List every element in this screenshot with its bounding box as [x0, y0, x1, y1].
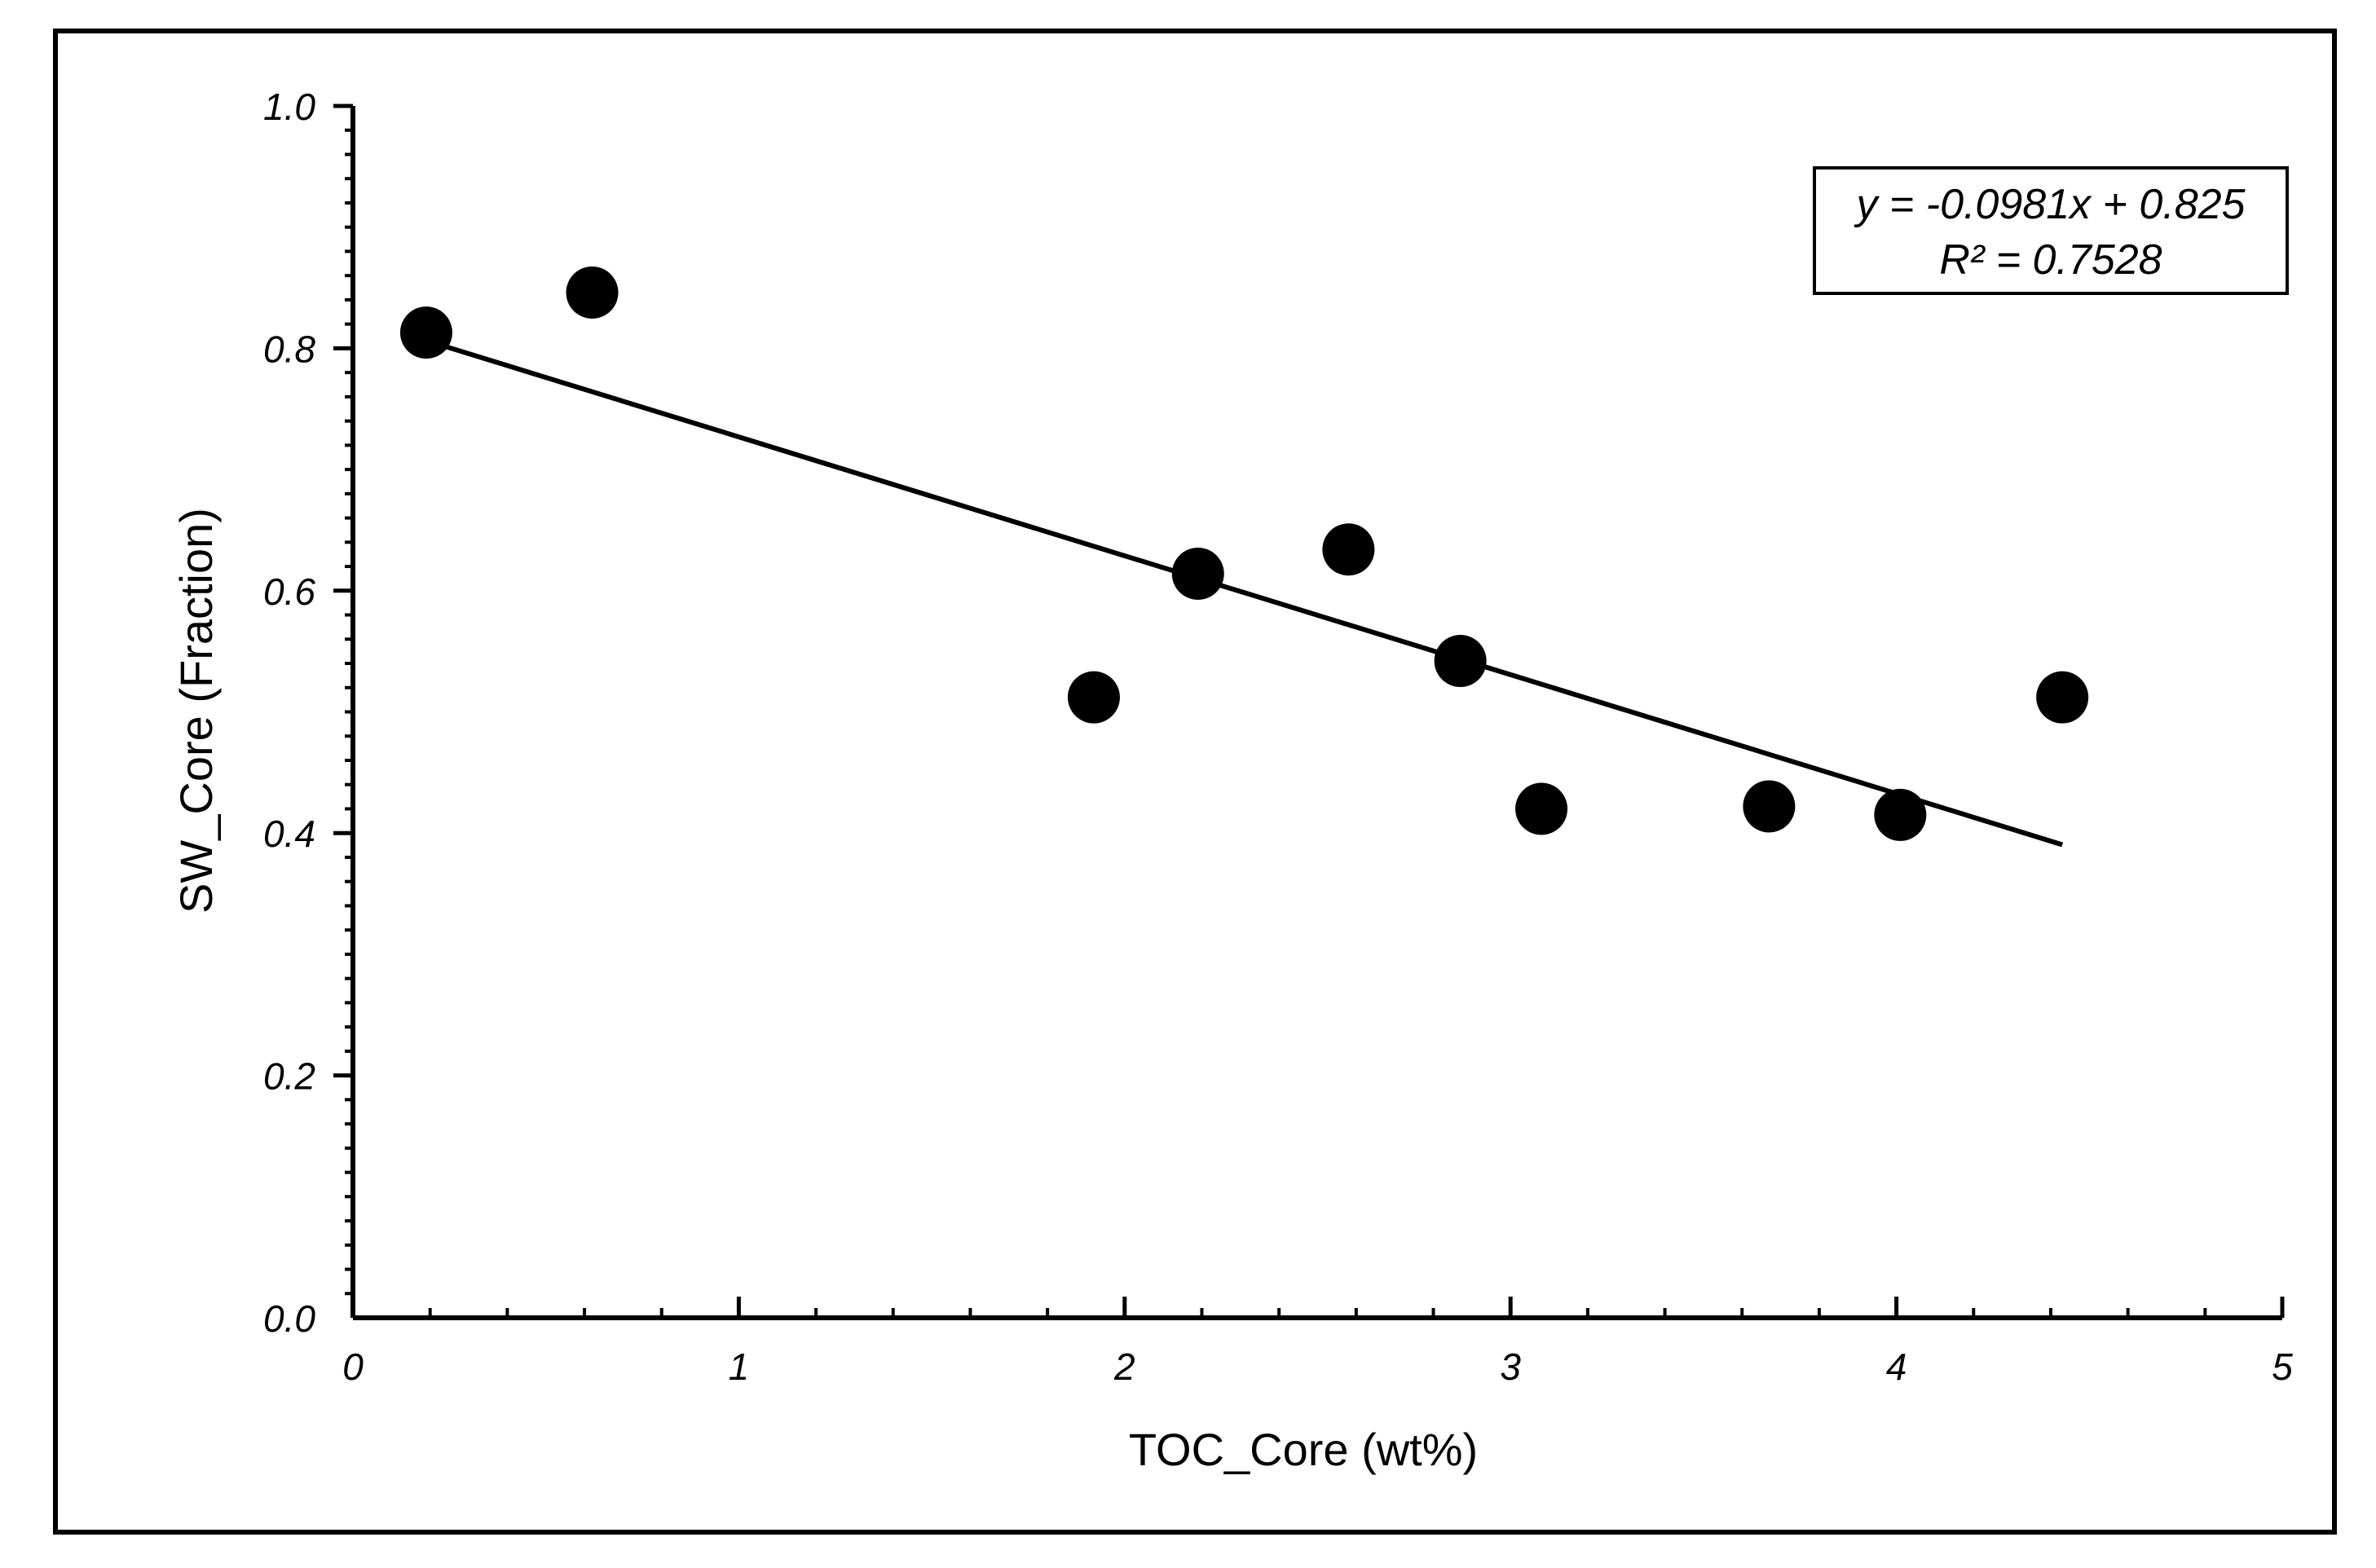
x-tick-label: 0 — [342, 1346, 364, 1388]
data-point — [566, 266, 619, 319]
trendline — [425, 338, 2064, 848]
data-point — [1743, 780, 1796, 833]
y-tick-label: 0.8 — [263, 328, 315, 370]
x-tick-label: 5 — [2272, 1346, 2293, 1388]
trendline-r2: R² = 0.7528 — [1939, 236, 2162, 284]
y-tick-label: 0.0 — [263, 1297, 315, 1340]
data-points — [399, 266, 2089, 841]
y-tick-label: 0.2 — [263, 1055, 315, 1098]
data-point — [1434, 635, 1487, 688]
axes: 0 1 2 3 4 5 0.0 0.2 0.4 0.6 0.8 1.0 — [263, 86, 2293, 1388]
data-point — [2036, 671, 2089, 724]
y-tick-label: 0.4 — [263, 813, 315, 855]
x-axis-title: TOC_Core (wt%) — [1129, 1424, 1478, 1475]
trendline-group — [425, 338, 2064, 848]
equation-box-frame — [1813, 166, 2289, 295]
y-tick-label: 0.6 — [263, 570, 315, 613]
x-tick-label: 4 — [1886, 1346, 1907, 1388]
y-tick-label: 1.0 — [263, 86, 315, 128]
x-tick-label: 2 — [1113, 1346, 1135, 1388]
x-tick-label: 3 — [1500, 1346, 1521, 1388]
data-point — [1067, 671, 1120, 724]
data-point — [399, 306, 452, 359]
trendline-equation: y = -0.0981x + 0.825 — [1854, 181, 2246, 228]
data-point — [1874, 788, 1927, 841]
y-axis-title: SW_Core (Fraction) — [170, 508, 222, 914]
data-point — [1322, 523, 1375, 576]
equation-box: y = -0.0981x + 0.825 R² = 0.7528 — [1813, 166, 2289, 295]
data-point — [1515, 782, 1568, 835]
data-point — [1171, 547, 1224, 600]
x-tick-label: 1 — [729, 1346, 750, 1388]
